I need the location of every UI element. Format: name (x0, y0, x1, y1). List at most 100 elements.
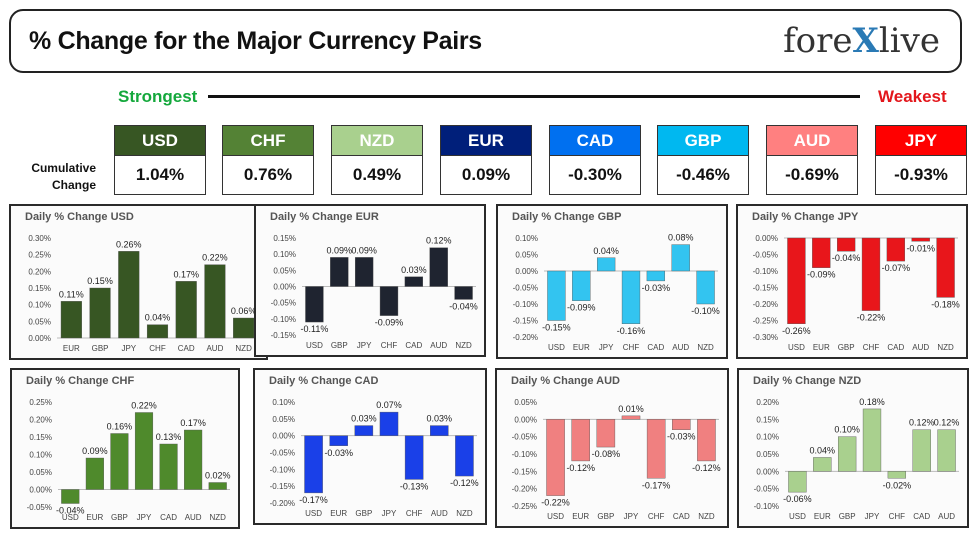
y-tick-label: -0.10% (513, 300, 538, 309)
currency-box-chf: CHF 0.76% (222, 125, 314, 195)
bar-cad (886, 237, 906, 262)
chart-title: Daily % Change GBP (512, 211, 622, 223)
category-label: USD (306, 341, 323, 350)
bar-cad (159, 443, 178, 490)
category-label: AUD (672, 343, 689, 352)
bar-chf (861, 237, 881, 311)
category-label: NZD (698, 512, 715, 521)
category-label: AUD (430, 341, 447, 350)
bar-aud (911, 237, 930, 242)
data-label: 0.22% (131, 401, 157, 411)
data-label: -0.04% (449, 301, 478, 311)
currency-code: CAD (549, 125, 641, 156)
category-label: USD (305, 509, 322, 518)
bar-usd (546, 419, 565, 496)
cumulative-change-label: Cumulative Change (14, 160, 96, 194)
data-label: -0.22% (857, 313, 886, 323)
data-label: 0.22% (202, 253, 228, 263)
cumulative-label-line2: Change (51, 178, 96, 192)
bar-nzd (697, 419, 716, 462)
currency-code: NZD (331, 125, 423, 156)
bar-aud (671, 244, 690, 272)
bar-nzd (936, 237, 955, 298)
cumulative-change-value: 1.04% (114, 156, 206, 195)
bar-aud (937, 429, 956, 472)
category-label: EUR (814, 512, 831, 521)
category-label: JPY (599, 343, 614, 352)
category-label: NZD (235, 344, 252, 353)
chart-svg: -0.20% -0.15% -0.10% -0.05% 0.00% 0.05% 0.10% -… (270, 398, 479, 518)
bar-nzd (454, 286, 473, 300)
data-label: -0.03% (642, 283, 671, 293)
category-label: USD (548, 343, 565, 352)
bar-usd (547, 270, 566, 321)
y-tick-label: 0.20% (29, 416, 52, 425)
category-label: NZD (209, 513, 226, 522)
currency-box-aud: AUD -0.69% (766, 125, 858, 195)
y-tick-label: 0.05% (756, 450, 779, 459)
bar-chf (621, 270, 641, 324)
y-tick-label: 0.15% (28, 284, 51, 293)
category-label: JPY (624, 512, 639, 521)
data-label: -0.17% (642, 480, 671, 490)
bar-chf (404, 435, 424, 480)
bar-cad (672, 419, 691, 430)
category-label: GBP (839, 512, 856, 521)
currency-box-usd: USD 1.04% (114, 125, 206, 195)
bar-nzd (208, 482, 227, 490)
chart-svg: -0.30% -0.25% -0.20% -0.15% -0.10% -0.05% 0.00… (753, 234, 960, 352)
category-label: NZD (697, 343, 714, 352)
y-tick-label: 0.05% (514, 398, 537, 407)
category-label: NZD (455, 341, 472, 350)
bar-usd (304, 435, 323, 494)
bar-eur (60, 301, 82, 339)
bar-gbp (836, 237, 856, 252)
y-tick-label: -0.15% (513, 317, 538, 326)
category-label: USD (788, 343, 805, 352)
bar-aud (204, 264, 226, 339)
data-label: -0.08% (592, 449, 621, 459)
data-label: -0.12% (450, 478, 479, 488)
category-label: USD (547, 512, 564, 521)
y-tick-label: 0.05% (273, 266, 296, 275)
y-tick-label: 0.10% (272, 398, 295, 407)
y-tick-label: -0.20% (270, 499, 295, 508)
bar-nzd (233, 317, 255, 339)
category-label: JPY (121, 344, 136, 353)
y-tick-label: -0.05% (271, 299, 296, 308)
data-label: -0.13% (400, 481, 429, 491)
chart-panel-cad: Daily % Change CAD -0.20% -0.15% -0.10% -0.0… (253, 368, 487, 525)
data-label: 0.12% (426, 236, 452, 246)
y-tick-label: 0.05% (28, 317, 51, 326)
y-tick-label: 0.15% (29, 433, 52, 442)
bar-nzd (455, 435, 474, 477)
ranking-arrow-line (208, 95, 860, 98)
bar-aud (430, 425, 449, 436)
data-label: -0.16% (617, 326, 646, 336)
y-tick-label: -0.15% (270, 482, 295, 491)
y-tick-label: -0.05% (270, 449, 295, 458)
y-tick-label: -0.15% (753, 284, 778, 293)
cumulative-change-value: 0.76% (222, 156, 314, 195)
bar-eur (813, 457, 832, 472)
chart-panel-usd: Daily % Change USD 0.00% 0.05% 0.10% 0.15% 0.… (9, 204, 268, 360)
y-tick-label: 0.15% (273, 234, 296, 243)
bar-chf (146, 324, 169, 339)
y-tick-label: -0.10% (512, 450, 537, 459)
y-tick-label: 0.05% (515, 251, 538, 260)
bar-chf (646, 419, 666, 479)
category-label: CAD (913, 512, 930, 521)
page-title: % Change for the Major Currency Pairs (29, 27, 482, 55)
category-label: GBP (111, 513, 128, 522)
data-label: -0.06% (783, 494, 812, 504)
data-label: -0.03% (324, 448, 353, 458)
category-label: CHF (406, 509, 423, 518)
currency-code: GBP (657, 125, 749, 156)
bar-usd (787, 237, 806, 325)
y-tick-label: 0.00% (515, 267, 538, 276)
chart-svg: -0.10% -0.05% 0.00% 0.05% 0.10% 0.15% 0.20% -0.… (754, 397, 960, 521)
chart-title: Daily % Change EUR (270, 211, 379, 223)
y-tick-label: 0.10% (29, 451, 52, 460)
currency-box-jpy: JPY -0.93% (875, 125, 967, 195)
bar-gbp (354, 425, 374, 436)
